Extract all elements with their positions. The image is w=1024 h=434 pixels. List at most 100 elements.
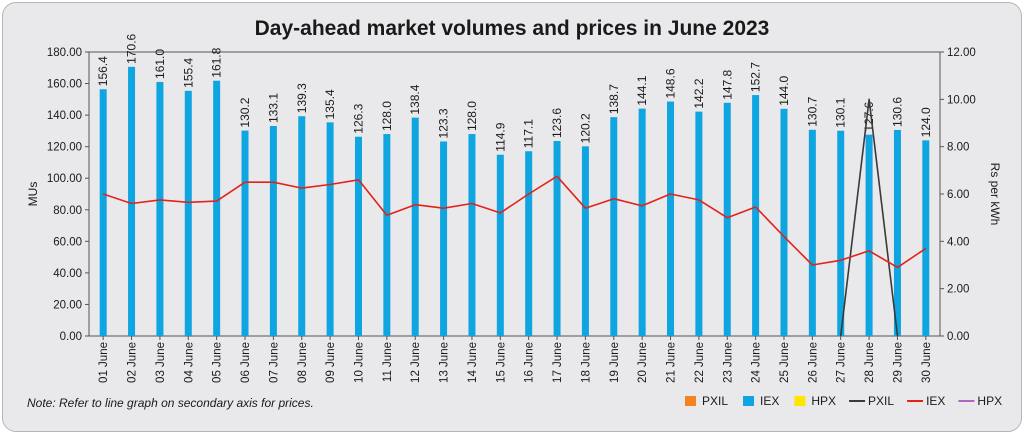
bar-value-label: 142.2 [692, 78, 706, 108]
bar-value-label: 123.6 [550, 108, 564, 138]
x-tick-label: 05 June [212, 342, 224, 383]
bar-iex-2 [128, 66, 136, 336]
bar-iex-22 [695, 111, 703, 336]
bar-value-label: 170.6 [125, 33, 139, 63]
bar-iex-27 [837, 130, 845, 336]
x-tick-label: 11 June [382, 342, 394, 382]
bar-iex-30 [922, 140, 930, 336]
axes: 0.00 20.00 40.00 60.00 80.00 100.00 120.00 140.… [47, 47, 976, 343]
y2-tick-label: 0.00 [947, 331, 969, 343]
bar-labels-group: 156.4 170.6 161.0 155.4 161.8 130.2 133.1 139.3… [96, 33, 933, 151]
x-tick-label: 13 June [439, 342, 451, 383]
x-tick-label: 03 June [155, 342, 167, 383]
bar-value-label: 130.2 [238, 97, 252, 127]
x-tick-label: 06 June [240, 342, 252, 383]
chart-title: Day-ahead market volumes and prices in J… [255, 17, 770, 40]
y2-tick-label: 4.00 [947, 236, 969, 248]
bar-iex-7 [269, 125, 277, 337]
legend-label-bar-hpx: HPX [811, 394, 836, 408]
x-tick-label: 29 June [892, 342, 904, 383]
bar-iex-5 [213, 80, 221, 337]
x-tick-label: 09 June [325, 342, 337, 383]
bar-iex-18 [581, 146, 589, 336]
bar-iex-19 [610, 117, 618, 336]
y-tick-label: 120.00 [47, 142, 82, 154]
bar-value-label: 156.4 [96, 56, 110, 86]
bar-iex-1 [99, 89, 107, 336]
bar-series-group [99, 66, 930, 337]
bar-value-label: 123.3 [437, 108, 451, 138]
x-tick-label: 12 June [410, 342, 422, 383]
x-tick-label: 20 June [637, 342, 649, 383]
bar-value-label: 161.8 [210, 47, 224, 77]
bar-value-label: 117.1 [522, 119, 536, 148]
bar-iex-17 [553, 140, 561, 336]
bar-iex-21 [667, 101, 675, 336]
x-tick-label: 17 June [552, 342, 564, 383]
bar-value-label: 120.2 [578, 113, 592, 143]
bar-value-label: 124.0 [919, 107, 933, 137]
chart-canvas: Day-ahead market volumes and prices in J… [26, 17, 1002, 410]
line-series-iex [102, 175, 927, 269]
x-tick-label: 14 June [467, 342, 479, 383]
bar-value-label: 130.7 [805, 96, 819, 126]
bar-value-label: 139.3 [295, 83, 309, 113]
x-tick-label: 27 June [836, 342, 848, 383]
x-tick-label: 16 June [524, 342, 536, 383]
bar-value-label: 152.7 [749, 62, 763, 92]
x-tick-label: 23 June [722, 342, 734, 383]
x-tick-label: 25 June [779, 342, 791, 383]
bar-value-label: 144.0 [777, 75, 791, 105]
x-tick-label: 26 June [807, 342, 819, 383]
y2-tick-label: 10.00 [947, 94, 976, 106]
bar-value-label: 130.6 [890, 97, 904, 127]
y-tick-label: 20.00 [53, 299, 82, 311]
bar-iex-26 [808, 129, 816, 336]
bar-value-label: 130.1 [834, 97, 848, 127]
bar-iex-9 [326, 122, 334, 336]
y-axis-label: MUs [26, 182, 40, 207]
legend-label-line-pxil: PXIL [868, 394, 894, 408]
footnote: Note: Refer to line graph on secondary a… [27, 396, 314, 410]
bar-iex-8 [298, 116, 306, 337]
x-tick-label: 01 June [98, 342, 110, 383]
bar-iex-4 [184, 90, 192, 337]
bar-iex-28 [865, 134, 873, 336]
y-tick-label: 0.00 [60, 331, 82, 343]
x-tick-label: 24 June [751, 342, 763, 383]
bar-iex-20 [638, 108, 646, 337]
legend-swatch-bar-pxil [685, 396, 696, 406]
bar-value-label: 126.3 [351, 103, 365, 133]
bar-iex-24 [752, 95, 760, 336]
bar-value-label: 148.6 [664, 68, 678, 98]
x-tick-label: 28 June [864, 342, 876, 383]
y-tick-label: 140.00 [47, 110, 82, 122]
bar-iex-29 [893, 129, 901, 336]
y-tick-label: 100.00 [47, 173, 82, 185]
x-tick-label: 04 June [183, 342, 195, 383]
bar-value-label: 161.0 [153, 49, 167, 79]
bar-iex-11 [383, 134, 391, 336]
legend-label-line-iex: IEX [926, 394, 945, 408]
y-tick-label: 180.00 [47, 47, 82, 59]
bar-iex-10 [354, 136, 362, 336]
bar-value-label: 135.4 [323, 89, 337, 119]
x-tick-label: 30 June [921, 342, 933, 383]
y2-tick-label: 8.00 [947, 142, 969, 154]
line-series-group [102, 98, 927, 337]
x-tick-label: 21 June [666, 342, 678, 383]
x-tick-label: 15 June [495, 342, 507, 383]
y2-tick-label: 12.00 [947, 47, 976, 59]
bar-value-label: 138.7 [607, 84, 621, 114]
bar-iex-16 [525, 151, 533, 336]
x-tick-label: 22 June [694, 342, 706, 383]
x-tick-label: 19 June [609, 342, 621, 383]
legend-label-line-hpx: HPX [977, 394, 1002, 408]
y-tick-label: 80.00 [53, 205, 82, 217]
bar-value-label: 144.1 [635, 75, 649, 105]
bar-value-label: 138.4 [408, 84, 422, 114]
y2-axis-label: Rs per kWh [988, 163, 1002, 226]
x-tick-label: 18 June [580, 342, 592, 383]
bar-iex-13 [440, 141, 448, 336]
